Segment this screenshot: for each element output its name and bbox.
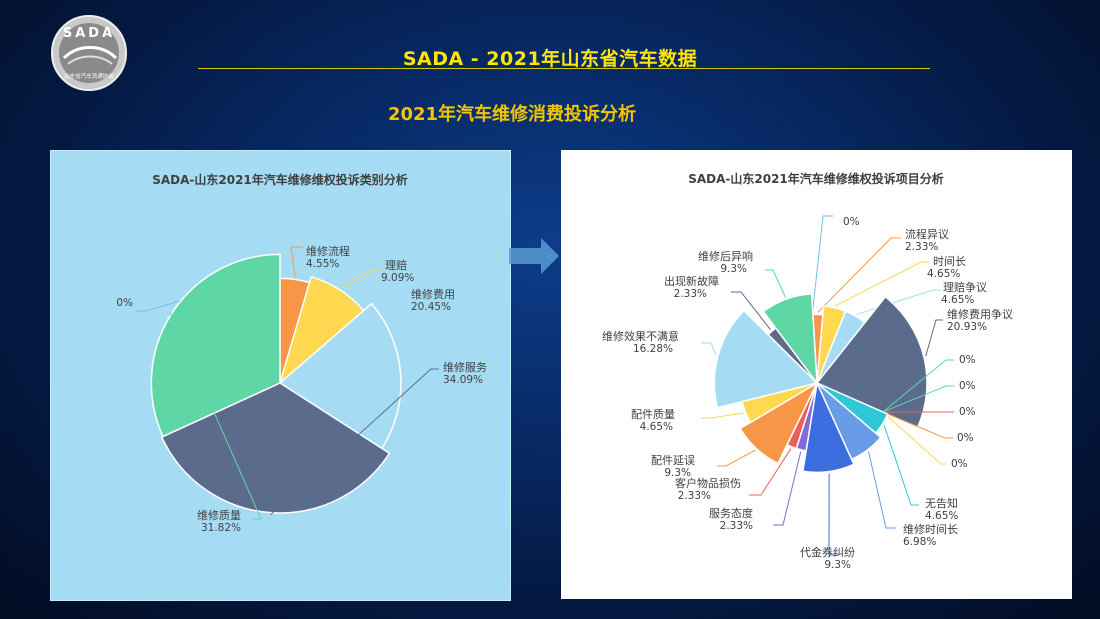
- slice-name-label: 维修效果不满意: [602, 329, 679, 343]
- main-title: SADA - 2021年山东省汽车数据: [402, 48, 698, 70]
- leader-line: [882, 359, 954, 413]
- leader-line: [701, 412, 744, 419]
- pie-slice-维修服务[interactable]: [160, 382, 391, 514]
- slice-value-label: 4.65%: [941, 294, 974, 306]
- pie-slice-维修效果不满意[interactable]: [713, 309, 819, 409]
- pie-slice-维修后异响[interactable]: [762, 293, 818, 386]
- slice-value-label: 0%: [959, 406, 976, 418]
- slice-value-label: 4.65%: [927, 268, 960, 280]
- leader-line: [812, 215, 833, 312]
- slice-value-label: 9.3%: [824, 559, 851, 571]
- slice-name-label: 维修质量: [197, 508, 241, 522]
- slice-value-label: 31.82%: [201, 522, 241, 534]
- leader-line: [835, 261, 929, 307]
- sub-title: 2021年汽车维修消费投诉分析: [387, 104, 637, 125]
- slice-name-label: 配件延误: [651, 454, 695, 467]
- leader-line: [773, 451, 802, 526]
- logo-text: SADA: [63, 26, 115, 41]
- slice-name-label: 理赔争议: [943, 280, 987, 294]
- leader-line: [340, 270, 381, 289]
- slice-value-label: 6.98%: [903, 536, 936, 548]
- chart-title: SADA-山东2021年汽车维修维权投诉类别分析: [152, 172, 408, 187]
- leader-line: [749, 448, 792, 496]
- leader-line: [400, 295, 407, 375]
- leader-line: [883, 424, 919, 506]
- leader-line: [882, 411, 947, 465]
- leader-line: [270, 368, 439, 516]
- slice-name-label: 代金券纠纷: [800, 545, 855, 559]
- slice-name-label: 维修费用争议: [947, 307, 1013, 321]
- leader-line: [169, 312, 262, 520]
- leader-line: [731, 291, 771, 331]
- chart-title: SADA-山东2021年汽车维修维权投诉项目分析: [688, 171, 944, 186]
- leader-line: [868, 451, 896, 529]
- slice-value-label: 0%: [959, 354, 976, 366]
- pie-slice-配件延误[interactable]: [739, 381, 819, 465]
- pie-slice-维修费用[interactable]: [278, 302, 402, 450]
- slice-value-label: 0%: [951, 458, 968, 470]
- slice-value-label: 2.33%: [720, 520, 753, 532]
- slice-value-label: 34.09%: [443, 374, 483, 386]
- pie-slice-代金券纠纷[interactable]: [802, 380, 855, 474]
- slice-name-label: 配件质量: [631, 408, 675, 421]
- slice-name-label: 出现新故障: [664, 274, 719, 288]
- leader-line: [828, 473, 839, 556]
- slice-name-label: 维修时间长: [903, 522, 958, 536]
- slice-value-label: 9.3%: [720, 263, 747, 275]
- sada-logo: SADA 山东省汽车流通协会: [51, 15, 127, 91]
- leader-line: [882, 385, 954, 413]
- slice-value-label: 0%: [116, 297, 133, 309]
- arrow-right-icon: [509, 238, 559, 274]
- slice-name-label: 维修费用: [411, 287, 455, 301]
- leader-line: [882, 411, 953, 439]
- item-pie-chart: SADA-山东2021年汽车维修维权投诉项目分析0%流程异议2.33%时间长4.…: [602, 171, 1013, 571]
- leader-line: [765, 269, 786, 298]
- leader-line: [817, 237, 901, 313]
- pie-slice-维修质量[interactable]: [150, 253, 281, 438]
- slice-value-label: 2.33%: [905, 241, 938, 253]
- slice-value-label: 9.09%: [381, 272, 414, 284]
- leader-line: [925, 319, 943, 357]
- slice-name-label: 客户物品损伤: [675, 476, 741, 490]
- leader-line: [290, 246, 303, 278]
- slice-name-label: 维修流程: [306, 244, 350, 258]
- slice-name-label: 维修后异响: [698, 249, 753, 263]
- logo-subtext: 山东省汽车流通协会: [64, 72, 114, 80]
- slice-value-label: 20.45%: [411, 301, 451, 313]
- slice-name-label: 服务态度: [709, 506, 753, 520]
- slice-value-label: 16.28%: [633, 343, 673, 355]
- slice-value-label: 4.65%: [925, 510, 958, 522]
- slice-name-label: 维修服务: [443, 360, 487, 374]
- title-divider: [198, 68, 930, 69]
- slice-value-label: 20.93%: [947, 321, 987, 333]
- slice-value-label: 9.3%: [664, 467, 691, 479]
- chart-panel-category: SADA-山东2021年汽车维修维权投诉类别分析 0% 维修流程 4.55% 理赔 9.0…: [50, 150, 511, 601]
- slice-name-label: 时间长: [933, 255, 966, 268]
- slice-value-label: 0%: [843, 216, 860, 228]
- slice-value-label: 0%: [959, 380, 976, 392]
- slice-value-label: 4.55%: [306, 258, 339, 270]
- slice-value-label: 2.33%: [678, 490, 711, 502]
- slice-name-label: 理赔: [385, 258, 407, 272]
- chart-panel-item: SADA-山东2021年汽车维修维权投诉项目分析 0% 流程异议 2.33% 时间长 4.…: [561, 150, 1072, 599]
- leader-line: [701, 342, 717, 356]
- slice-value-label: 0%: [957, 432, 974, 444]
- slice-name-label: 流程异议: [905, 227, 949, 241]
- slice-value-label: 2.33%: [674, 288, 707, 300]
- slice-name-label: 无告知: [925, 496, 958, 510]
- slice-value-label: 4.65%: [640, 421, 673, 433]
- leader-line: [717, 449, 756, 467]
